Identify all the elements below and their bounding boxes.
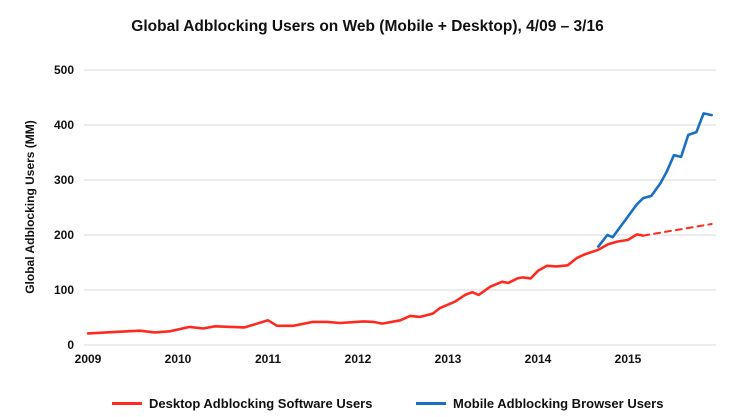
legend-item-mobile: Mobile Adblocking Browser Users bbox=[416, 396, 663, 411]
x-tick-label: 2014 bbox=[525, 352, 552, 366]
x-tick-label: 2009 bbox=[75, 352, 102, 366]
y-tick-label: 100 bbox=[54, 283, 74, 297]
x-tick-label: 2011 bbox=[255, 352, 281, 366]
legend-swatch-mobile bbox=[416, 402, 446, 405]
legend-label-desktop: Desktop Adblocking Software Users bbox=[149, 396, 373, 411]
series-line-1 bbox=[642, 223, 713, 237]
y-tick-label: 500 bbox=[54, 63, 74, 77]
x-tick-label: 2012 bbox=[345, 352, 372, 366]
legend-label-mobile: Mobile Adblocking Browser Users bbox=[453, 396, 664, 411]
y-tick-label: 200 bbox=[54, 228, 74, 242]
x-tick-label: 2013 bbox=[435, 352, 462, 366]
series-line-0 bbox=[86, 233, 645, 335]
y-tick-label: 300 bbox=[54, 173, 74, 187]
x-tick-label: 2010 bbox=[165, 352, 192, 366]
chart-title: Global Adblocking Users on Web (Mobile +… bbox=[131, 18, 604, 35]
y-tick-label: 400 bbox=[54, 118, 74, 132]
x-tick-label: 2015 bbox=[615, 352, 642, 366]
legend-swatch-desktop bbox=[112, 402, 142, 405]
legend-item-desktop: Desktop Adblocking Software Users bbox=[112, 396, 372, 411]
y-axis-label: Global Adblocking Users (MM) bbox=[23, 120, 37, 294]
y-tick-label: 0 bbox=[67, 338, 74, 352]
